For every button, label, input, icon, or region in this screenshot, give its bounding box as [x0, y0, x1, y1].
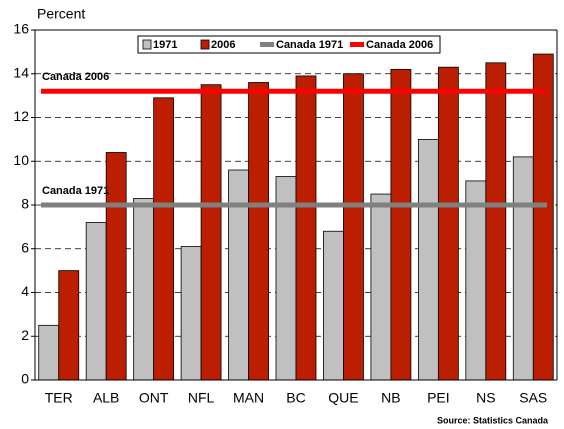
bar [38, 324, 60, 381]
bar [512, 156, 534, 381]
bar [295, 75, 317, 381]
x-tick-label: ALB [93, 390, 119, 406]
x-tick-label: NFL [188, 390, 215, 406]
y-tick-label: 10 [13, 152, 29, 168]
y-axis-label: Percent [37, 6, 85, 22]
bar [228, 169, 249, 381]
bar [465, 180, 487, 381]
x-tick-label: BC [286, 390, 305, 406]
bar [200, 84, 222, 381]
bar [532, 53, 554, 381]
bar [323, 230, 344, 381]
bar [180, 246, 202, 381]
y-tick-label: 6 [21, 239, 29, 255]
bar [58, 270, 80, 381]
y-tick-label: 0 [21, 371, 29, 387]
source: Source: Statistics Canada [437, 415, 549, 425]
x-tick-label: TER [45, 390, 73, 406]
x-tick-label: NS [476, 390, 495, 406]
bar [370, 193, 392, 381]
x-tick-label: QUE [328, 390, 358, 406]
legend-label: 2006 [211, 39, 235, 51]
y-tick-label: 16 [13, 21, 29, 37]
legend-swatch [200, 39, 210, 50]
bar [133, 198, 155, 381]
x-tick-label: NB [381, 390, 400, 406]
annotation: Canada 1971 [42, 185, 109, 197]
x-tick-label: SAS [519, 390, 547, 406]
y-tick-label: 4 [21, 283, 29, 299]
bar [153, 97, 175, 381]
bar [85, 222, 107, 381]
bar [343, 73, 364, 381]
y-tick-label: 2 [21, 327, 29, 343]
legend-label: 1971 [153, 39, 177, 51]
legend-label: Canada 1971 [276, 39, 343, 51]
x-tick-label: PEI [427, 390, 450, 406]
legend-box [137, 35, 441, 54]
y-tick-label: 8 [21, 196, 29, 212]
x-tick-label: ONT [139, 390, 169, 406]
legend-label: Canada 2006 [366, 39, 433, 51]
y-tick-label: 12 [13, 108, 29, 124]
x-tick-label: MAN [233, 390, 264, 406]
bar [248, 82, 269, 381]
legend-swatch [142, 39, 152, 50]
y-tick-label: 14 [13, 64, 29, 80]
bar [485, 62, 507, 381]
bar [437, 66, 459, 381]
annotation: Canada 2006 [42, 71, 109, 83]
bar [390, 68, 412, 381]
bar [417, 138, 439, 381]
